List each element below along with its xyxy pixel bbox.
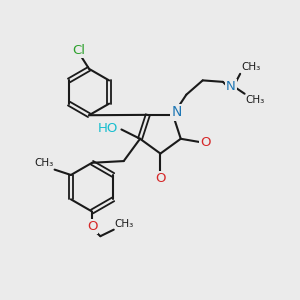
Text: Cl: Cl — [72, 44, 85, 57]
Text: N: N — [226, 80, 236, 93]
Text: N: N — [171, 106, 182, 119]
Text: CH₃: CH₃ — [34, 158, 54, 168]
Text: O: O — [87, 220, 97, 232]
Text: HO: HO — [98, 122, 118, 135]
Text: CH₃: CH₃ — [246, 95, 265, 105]
Text: O: O — [155, 172, 166, 185]
Text: CH₃: CH₃ — [241, 62, 261, 72]
Text: O: O — [200, 136, 210, 149]
Text: CH₃: CH₃ — [115, 219, 134, 229]
